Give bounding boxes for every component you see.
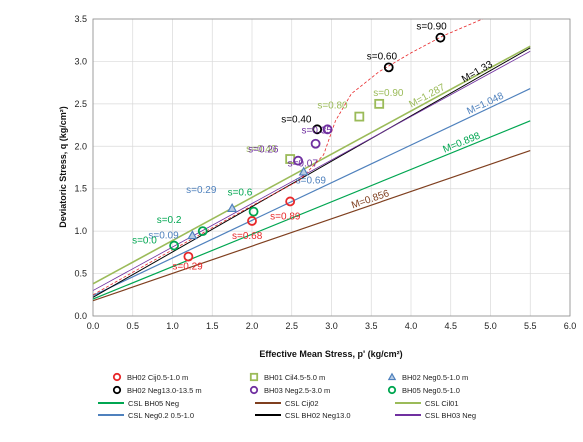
dashed-fit-curve: [93, 19, 483, 296]
circle-marker: [285, 196, 296, 207]
point-suction-label: s=0.26: [248, 145, 279, 156]
point-suction-label: s=0.80: [317, 101, 348, 112]
x-tick-label: 4.5: [444, 321, 457, 331]
legend-entry-label: BH05 Neg0.5-1.0: [402, 386, 460, 395]
csl-line: [93, 120, 531, 300]
legend-entry-label: CSL Cil01: [425, 399, 459, 408]
triangle-marker: [227, 202, 238, 213]
x-tick-label: 1.5: [206, 321, 219, 331]
csl-line: [93, 88, 531, 297]
legend-entry-label: BH02 Neg0.5-1.0 m: [402, 373, 468, 382]
circle-marker: [312, 124, 323, 135]
data-markers: [169, 32, 446, 262]
circle-marker: [310, 138, 321, 149]
circle-marker: [197, 226, 208, 237]
triangle-marker: [187, 230, 198, 240]
point-suction-label: s=0.40: [246, 144, 277, 155]
y-axis-title: Deviatoric Stress, q (kg/cm²): [58, 106, 68, 228]
csl-line: [93, 149, 531, 302]
circle-marker: [383, 62, 394, 73]
legend-entry-label: CSL BH05 Neg: [128, 399, 179, 408]
csl-line: [93, 50, 531, 291]
x-tick-label: 3.5: [365, 321, 378, 331]
axis-ticks: 0.0 0.5 1.0 1.5 2.0 2.5 3.0 3.5 4.0 4.5 5.0 5.5 6.0 0…: [74, 14, 576, 331]
x-tick-label: 5.5: [524, 321, 537, 331]
x-tick-label: 0.5: [126, 321, 139, 331]
point-suction-label: s=0.0: [132, 236, 157, 247]
point-suction-label: s=0.35: [302, 125, 333, 136]
point-suction-label: s=0.60: [367, 51, 398, 62]
plot-area-border: [92, 18, 571, 317]
legend-entry-label: CSL BH02 Neg13.0: [285, 411, 351, 420]
square-marker: [249, 372, 259, 382]
circle-marker: [112, 372, 122, 382]
circle-marker: [169, 240, 179, 251]
point-suction-label: s=0.89: [270, 211, 301, 222]
csl-slope-label: M=1.33: [460, 59, 495, 85]
square-marker: [374, 98, 385, 109]
critical-state-lines: [93, 45, 531, 302]
point-suction-label: s=0.29: [186, 185, 217, 196]
x-tick-label: 6.0: [564, 321, 577, 331]
circle-marker: [247, 216, 257, 226]
circle-marker: [112, 385, 122, 395]
y-tick-label: 3.5: [74, 14, 87, 24]
legend-entry-label: CSL Cij02: [285, 399, 319, 408]
x-tick-label: 3.0: [325, 321, 338, 331]
legend-entry-label: CSL BH03 Neg: [425, 411, 476, 420]
x-tick-label: 2.5: [285, 321, 298, 331]
legend: BH02 Cij0.5-1.0 m BH01 Cil4.5-5.0 m BH02 N…: [98, 372, 476, 420]
x-tick-label: 2.0: [246, 321, 259, 331]
x-tick-label: 1.0: [166, 321, 179, 331]
point-suction-label: s=0.09: [148, 230, 179, 241]
y-tick-label: 2.0: [74, 141, 87, 151]
circle-marker: [248, 206, 259, 217]
y-tick-label: 3.0: [74, 56, 87, 66]
circle-marker: [387, 385, 397, 395]
y-tick-label: 1.5: [74, 184, 87, 194]
point-suction-label: s=0.29: [172, 262, 203, 273]
csl-line: [93, 45, 531, 285]
x-axis-title: Effective Mean Stress, p' (kg/cm²): [259, 349, 402, 359]
csl-slope-label: M=0.898: [442, 130, 483, 155]
csl-line: [93, 47, 531, 298]
square-marker: [354, 111, 365, 122]
circle-marker: [183, 251, 194, 262]
y-tick-label: 0.0: [74, 311, 87, 321]
point-suction-label: s=0.2: [157, 215, 182, 226]
legend-entry-label: BH01 Cil4.5-5.0 m: [264, 373, 325, 382]
point-suction-label: s=0.07: [288, 159, 319, 170]
x-tick-label: 5.0: [484, 321, 497, 331]
circle-marker: [293, 155, 304, 166]
y-tick-label: 2.5: [74, 99, 87, 109]
y-tick-label: 0.5: [74, 269, 87, 279]
legend-entry-label: CSL Neg0.2 0.5-1.0: [128, 411, 194, 420]
legend-entry-label: BH03 Neg2.5-3.0 m: [264, 386, 330, 395]
y-tick-label: 1.0: [74, 226, 87, 236]
legend-entry-label: BH02 Neg13.0-13.5 m: [127, 386, 202, 395]
point-suction-label: s=0.69: [296, 176, 327, 187]
point-suction-label: s=0.68: [232, 231, 263, 242]
triangle-marker: [298, 166, 309, 176]
legend-entry-label: BH02 Cij0.5-1.0 m: [127, 373, 188, 382]
x-tick-label: 4.0: [405, 321, 418, 331]
circle-marker: [249, 385, 259, 395]
x-tick-label: 0.0: [87, 321, 100, 331]
point-suction-label: s=0.90: [373, 88, 404, 99]
point-suction-label: s=0.6: [228, 188, 253, 199]
dashed-fit-curve: [93, 19, 483, 296]
point-suction-label: s=0.40: [281, 114, 312, 125]
triangle-marker: [387, 372, 397, 381]
circle-marker: [322, 124, 333, 135]
circle-marker: [435, 32, 446, 43]
point-suction-label: s=0.90: [416, 22, 447, 33]
